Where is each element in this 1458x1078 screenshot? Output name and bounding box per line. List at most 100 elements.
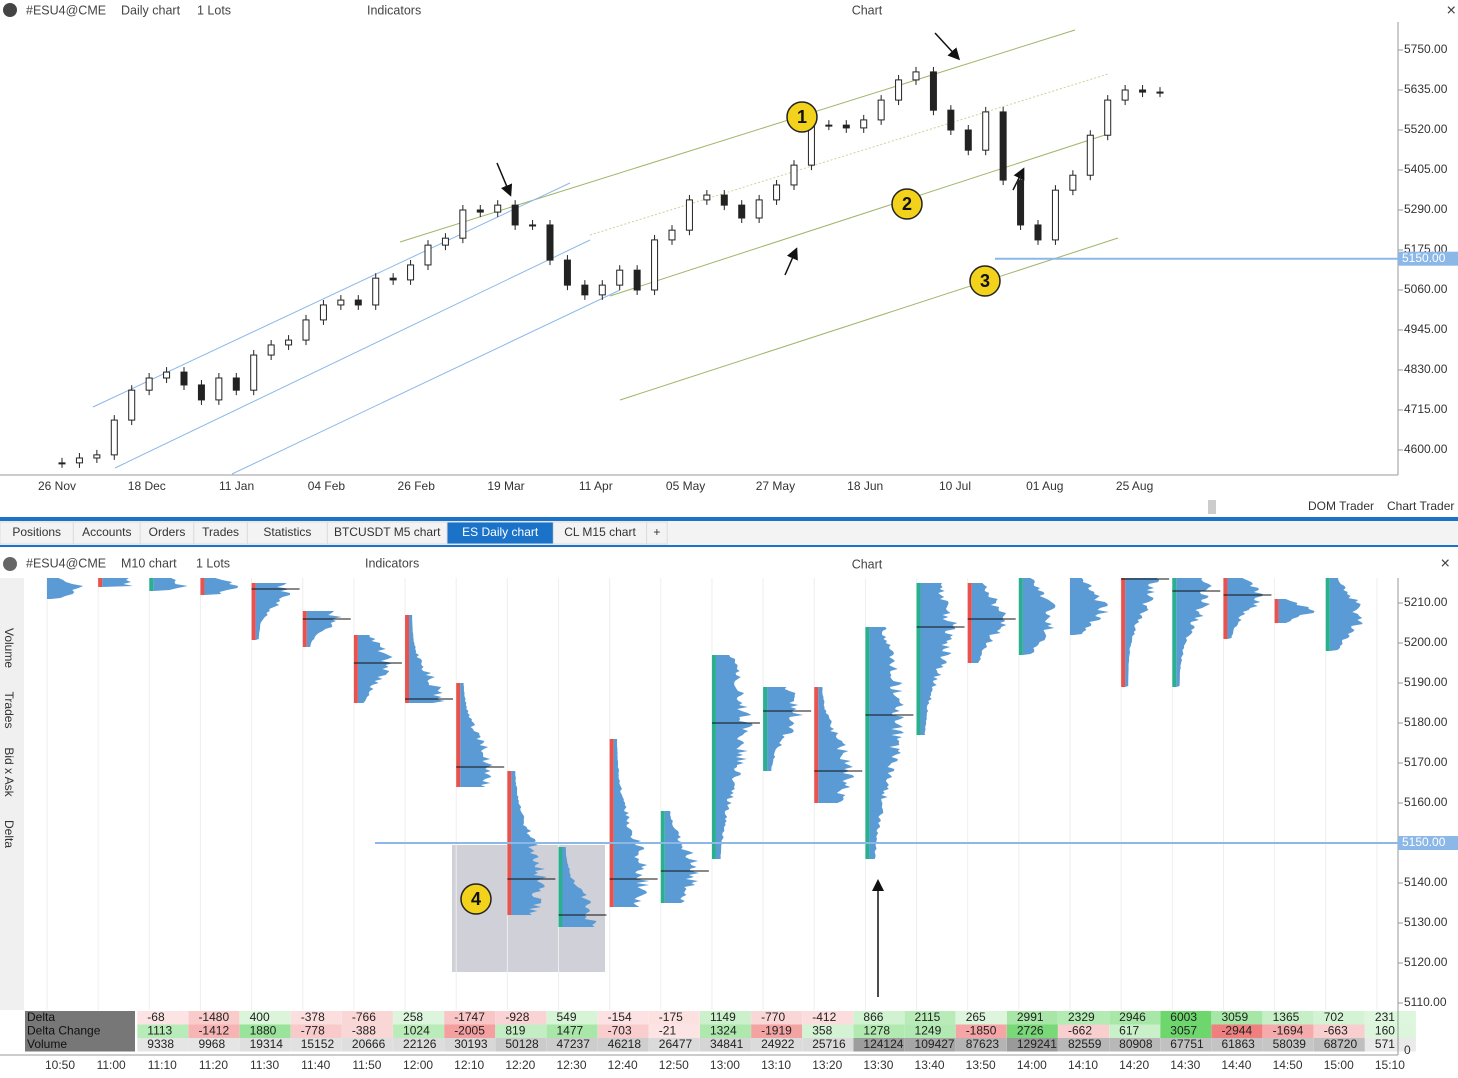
tab-label[interactable]: Accounts — [82, 525, 131, 539]
tab-label[interactable]: Statistics — [263, 525, 311, 539]
candle-body — [529, 224, 537, 227]
candle-body — [558, 847, 563, 927]
x-tick-label: 13:50 — [966, 1058, 996, 1072]
symbol[interactable]: #ESU4@CME — [26, 3, 106, 17]
chart-trader[interactable]: Chart Trader — [1387, 499, 1454, 513]
tab-label[interactable]: BTCUSDT M5 chart — [334, 525, 441, 539]
scroll-bar — [0, 497, 1458, 517]
cell-bg — [393, 1024, 445, 1038]
cell-bg — [1364, 1011, 1416, 1025]
volume-profile — [767, 687, 804, 771]
scroll-thumb[interactable] — [1208, 500, 1216, 514]
annotation-number: 3 — [980, 271, 990, 291]
tab-label[interactable]: ES Daily chart — [462, 525, 539, 539]
cell-value: 358 — [812, 1024, 832, 1038]
cell-value: 549 — [557, 1010, 577, 1024]
annotation-number: 4 — [471, 889, 481, 909]
candle-body — [456, 683, 461, 787]
candle-body — [1017, 179, 1025, 226]
y-tick-label: 5130.00 — [1404, 915, 1448, 929]
cell-bg — [699, 1011, 751, 1025]
row-header-bg — [25, 1011, 135, 1025]
lots[interactable]: 1 Lots — [196, 556, 230, 570]
candle-body — [250, 354, 258, 391]
cell-value: 702 — [1324, 1010, 1344, 1024]
cell-bg — [188, 1011, 240, 1025]
candle-body — [763, 687, 768, 771]
x-tick-label: 12:50 — [659, 1058, 689, 1072]
cell-value: 1149 — [710, 1010, 736, 1024]
tab-label[interactable]: Orders — [149, 525, 186, 539]
divider — [0, 517, 1458, 521]
cell-value: 6003 — [1170, 1010, 1197, 1024]
volume-profile — [613, 739, 650, 907]
candle-body — [389, 277, 397, 281]
trend-line — [619, 237, 1119, 401]
candle-body — [302, 611, 307, 647]
side-label[interactable]: Trades — [2, 692, 16, 729]
cell-bg — [188, 1024, 240, 1038]
cell-value: 1477 — [557, 1024, 584, 1038]
cell-bg — [1313, 1038, 1365, 1052]
volume-profile — [204, 578, 239, 595]
side-label[interactable]: Volume — [2, 628, 16, 668]
cell-value: -412 — [812, 1010, 836, 1024]
close-button[interactable]: ✕ — [1440, 556, 1450, 570]
indicators[interactable]: Indicators — [367, 3, 421, 17]
tab-label[interactable]: Positions — [12, 525, 61, 539]
volume-profile — [1125, 578, 1160, 687]
cell-value: 22126 — [403, 1037, 437, 1051]
cell-bg — [955, 1038, 1007, 1052]
candle-body — [319, 304, 327, 321]
timeframe[interactable]: Daily chart — [121, 3, 181, 17]
candle-body — [964, 129, 972, 151]
cell-bg — [1058, 1011, 1109, 1025]
tab[interactable] — [646, 521, 668, 545]
candle-body — [128, 389, 136, 421]
tab-label[interactable]: Trades — [202, 525, 239, 539]
cell-value: 160 — [1375, 1024, 1395, 1038]
cell-bg — [955, 1011, 1007, 1025]
cell-bg — [546, 1038, 598, 1052]
x-tick-label: 12:40 — [608, 1058, 638, 1072]
candle-body — [251, 583, 256, 640]
cell-value: 67751 — [1170, 1037, 1204, 1051]
candle-body — [511, 204, 519, 226]
cell-value: 2946 — [1119, 1010, 1146, 1024]
x-tick-label: 12:00 — [403, 1058, 433, 1072]
cell-bg — [290, 1038, 342, 1052]
x-tick-label: 14:50 — [1273, 1058, 1303, 1072]
indicators[interactable]: Indicators — [365, 556, 419, 570]
side-label[interactable]: Bid x Ask — [2, 747, 16, 797]
candle-body — [1172, 578, 1177, 687]
x-tick-label: 11 Apr — [579, 479, 613, 493]
cell-bg — [1058, 1038, 1109, 1052]
cell-value: 1249 — [915, 1024, 942, 1038]
tab-label[interactable]: CL M15 chart — [564, 525, 636, 539]
symbol[interactable]: #ESU4@CME — [26, 556, 106, 570]
timeframe[interactable]: M10 chart — [121, 556, 177, 570]
close-button[interactable]: ✕ — [1446, 3, 1456, 17]
dom-trader[interactable]: DOM Trader — [1308, 499, 1374, 513]
candle-body — [581, 284, 589, 296]
candle-body — [865, 627, 870, 859]
toolbar — [0, 0, 1458, 22]
cell-value: -663 — [1324, 1024, 1348, 1038]
tab-label[interactable]: + — [653, 525, 660, 539]
candle-body — [1104, 99, 1112, 136]
cell-value: -21 — [659, 1024, 677, 1038]
cell-bg — [444, 1038, 496, 1052]
cell-value: 124124 — [863, 1037, 903, 1051]
cell-bg — [1160, 1011, 1212, 1025]
candle-body — [967, 583, 972, 663]
volume-profile — [1022, 578, 1056, 655]
annotation-badge — [891, 188, 923, 220]
candle-body — [546, 224, 554, 261]
side-label[interactable]: Delta — [2, 820, 16, 848]
cell-bg — [751, 1024, 803, 1038]
cell-value: 15152 — [301, 1037, 335, 1051]
cell-value: 47237 — [557, 1037, 591, 1051]
cell-bg — [1160, 1038, 1212, 1052]
lots[interactable]: 1 Lots — [197, 3, 231, 17]
